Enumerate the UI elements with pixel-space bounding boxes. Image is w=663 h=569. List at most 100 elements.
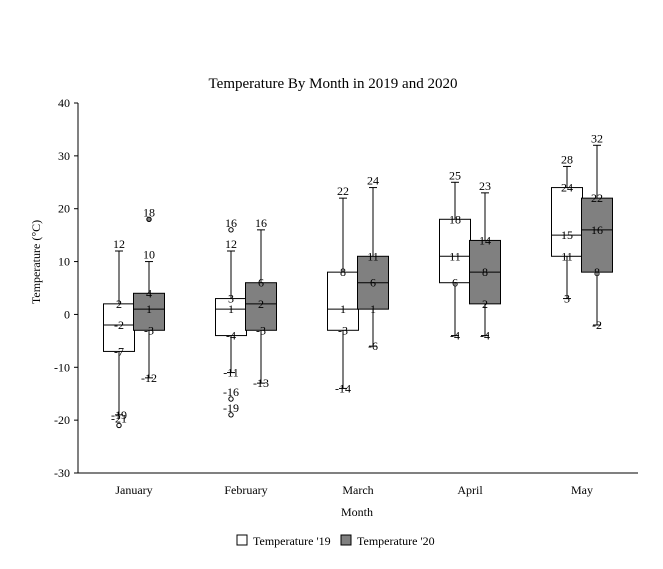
data-label: -7 xyxy=(114,344,124,358)
outlier-point xyxy=(228,227,234,233)
y-axis-label: Temperature (°C) xyxy=(29,220,43,304)
legend: Temperature '19 Temperature '20 xyxy=(236,534,435,548)
x-tick-label: May xyxy=(571,483,593,497)
x-tick-label: February xyxy=(224,483,267,497)
legend-swatch-1 xyxy=(340,534,352,546)
box-2020-march: 24 11 6 1 -6 xyxy=(357,174,389,353)
data-label: 2 xyxy=(116,297,122,311)
data-label: 11 xyxy=(561,249,573,263)
data-label: 11 xyxy=(449,249,461,263)
data-label: 14 xyxy=(479,233,491,247)
x-tick-label: April xyxy=(457,483,483,497)
box-2020-may: 32 22 16 8 -2 xyxy=(581,131,613,332)
data-label: -11 xyxy=(223,366,239,380)
y-tick-label: 20 xyxy=(58,202,70,216)
data-label: -21 xyxy=(111,411,127,425)
data-label: -6 xyxy=(368,339,378,353)
data-label: -19 xyxy=(223,401,239,415)
plot-area: 122-2-7-19-21161231-4-11-16-192281-3-142… xyxy=(103,131,613,429)
data-label: 4 xyxy=(146,286,152,300)
data-label: 24 xyxy=(561,181,573,195)
y-tick-label: 0 xyxy=(64,307,70,321)
box xyxy=(133,292,165,331)
data-label: 22 xyxy=(337,184,349,198)
outlier-point xyxy=(116,422,122,429)
data-label: -4 xyxy=(226,329,236,343)
y-tick-label: -10 xyxy=(54,360,70,374)
data-label: 2 xyxy=(258,297,264,311)
data-label: -4 xyxy=(450,329,460,343)
data-label: 23 xyxy=(479,179,491,193)
axes: -30 -20 -10 0 10 20 30 40 January February March Ap… xyxy=(54,96,638,497)
data-label: 16 xyxy=(591,223,603,237)
box-2020-january: 18 10 4 1 -3 -12 xyxy=(133,205,165,385)
outlier-point xyxy=(146,216,152,222)
box-2019-april: 25 18 11 6 -4 xyxy=(439,168,471,343)
box-2020-april: 23 14 8 2 -4 xyxy=(469,179,501,343)
box xyxy=(439,218,471,284)
data-label: 1 xyxy=(146,302,152,316)
x-axis-label: Month xyxy=(341,505,373,519)
data-label: 16 xyxy=(225,216,237,230)
data-label: 11 xyxy=(367,249,379,263)
data-label: 2 xyxy=(482,297,488,311)
data-label: 1 xyxy=(340,302,346,316)
data-label: -12 xyxy=(141,371,157,385)
data-label: 1 xyxy=(228,302,234,316)
data-label: 28 xyxy=(561,152,573,166)
data-label: -3 xyxy=(338,323,348,337)
data-label: 10 xyxy=(143,248,155,262)
chart-title: Temperature By Month in 2019 and 2020 xyxy=(209,76,458,92)
y-tick-label: 40 xyxy=(58,96,70,110)
box xyxy=(245,282,277,331)
data-label: -13 xyxy=(253,376,269,390)
data-label: 18 xyxy=(143,205,155,219)
box xyxy=(581,197,613,273)
legend-label-1: Temperature '20 xyxy=(357,534,435,548)
outlier-point xyxy=(228,412,234,418)
data-label: -14 xyxy=(335,381,351,395)
y-tick-label: -30 xyxy=(54,466,70,480)
data-label: -19 xyxy=(111,408,127,422)
box-2019-march: 22 8 1 -3 -14 xyxy=(327,184,359,395)
y-tick-label: 10 xyxy=(58,255,70,269)
data-label: 32 xyxy=(591,131,603,145)
data-label: 6 xyxy=(258,276,264,290)
data-label: 3 xyxy=(564,292,570,306)
data-label: 6 xyxy=(452,276,458,290)
data-label: 8 xyxy=(340,265,346,279)
outlier-point xyxy=(228,396,234,402)
legend-swatch-0 xyxy=(236,534,248,546)
data-label: 6 xyxy=(370,276,376,290)
data-label: -2 xyxy=(114,318,124,332)
y-tick-label: 30 xyxy=(58,149,70,163)
data-label: -3 xyxy=(144,323,154,337)
data-label: 12 xyxy=(113,237,125,251)
data-label: 8 xyxy=(482,265,488,279)
data-label: -16 xyxy=(223,385,239,399)
data-label: 24 xyxy=(367,174,379,188)
box xyxy=(215,298,247,337)
box-2019-january: 12 2 -2 -7 -19-21 xyxy=(103,237,135,429)
x-tick-label: January xyxy=(115,483,152,497)
box xyxy=(327,271,359,331)
data-label: 12 xyxy=(225,237,237,251)
data-label: 25 xyxy=(449,168,461,182)
legend-label-0: Temperature '19 xyxy=(253,534,331,548)
data-label: 22 xyxy=(591,191,603,205)
data-label: 15 xyxy=(561,228,573,242)
box-2019-may: 28 24 15 11 3 xyxy=(551,152,583,306)
box-2019-february: 16 12 31 -4 -11 -16 -19 xyxy=(215,216,247,418)
y-tick-label: -20 xyxy=(54,413,70,427)
data-label: -4 xyxy=(480,329,490,343)
data-label: 18 xyxy=(449,212,461,226)
data-label: -2 xyxy=(592,318,602,332)
data-label: -3 xyxy=(256,323,266,337)
data-label: 3 xyxy=(228,292,234,306)
data-label: 1 xyxy=(370,302,376,316)
data-label: 8 xyxy=(594,265,600,279)
box xyxy=(551,187,583,257)
box-2020-february: 16 6 2 -3 -13 xyxy=(245,216,277,390)
data-label: 16 xyxy=(255,216,267,230)
